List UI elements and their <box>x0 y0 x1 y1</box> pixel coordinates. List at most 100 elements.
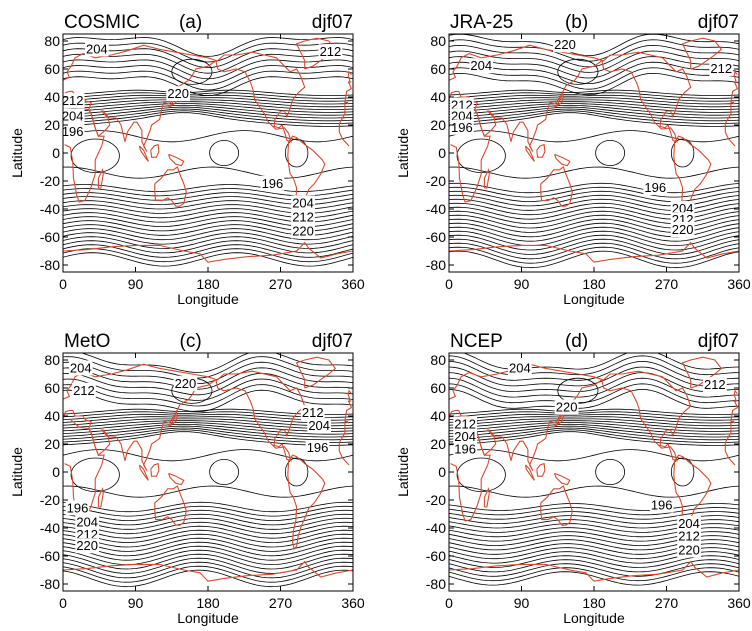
y-tick-label: 80 <box>44 33 60 49</box>
contour-line <box>63 561 353 579</box>
contour-line <box>449 89 739 96</box>
contour-label: 196 <box>62 124 84 139</box>
x-tick-label: 0 <box>445 276 453 292</box>
contour-line <box>63 110 353 124</box>
contour-line <box>63 232 353 245</box>
coast-antarctica <box>449 241 739 263</box>
contour-line <box>63 418 353 427</box>
panel-season: djf07 <box>698 12 739 33</box>
contour-line <box>63 53 353 74</box>
contour-label-bg <box>554 399 579 415</box>
contour-line <box>449 420 739 429</box>
x-tick-label: 90 <box>514 595 530 611</box>
coast-north-america <box>215 370 306 462</box>
coast-japan <box>553 91 564 109</box>
contour-line <box>63 248 353 263</box>
contour-line <box>449 431 739 446</box>
contour-line <box>63 106 353 119</box>
contour-label: 212 <box>710 61 732 76</box>
contour-line <box>63 533 353 548</box>
contour-label-bg <box>173 375 198 391</box>
contour-line <box>63 501 353 513</box>
coast-uk <box>347 389 352 403</box>
y-tick-label: 80 <box>44 352 60 368</box>
contour-line <box>449 39 739 62</box>
coast-uk <box>733 389 738 403</box>
y-tick-label: 40 <box>44 89 60 105</box>
contour-label: 220 <box>76 538 98 553</box>
x-tick-label: 0 <box>59 595 67 611</box>
contour-label-bg <box>84 41 109 57</box>
y-tick-label: -80 <box>426 576 446 592</box>
y-tick-label: -80 <box>40 576 60 592</box>
contour-line <box>449 130 739 143</box>
contour-line <box>449 106 739 119</box>
contour-line <box>63 42 353 63</box>
contour-label-bg <box>305 440 330 456</box>
contour-closed <box>595 139 626 166</box>
contour-label: 196 <box>454 442 476 457</box>
contour-line <box>449 238 739 255</box>
contour-line <box>449 416 739 424</box>
contour-line <box>449 355 739 376</box>
y-tick-label: 0 <box>438 464 446 480</box>
x-tick-label: 0 <box>445 595 453 611</box>
coast-uk <box>733 70 738 84</box>
contour-line <box>63 99 353 108</box>
x-tick-label: 180 <box>196 595 220 611</box>
coast-africa <box>450 419 736 522</box>
contour-line <box>449 166 739 179</box>
contour-label: 220 <box>554 37 576 52</box>
coast-sumatra <box>138 464 149 481</box>
y-tick-label: -20 <box>426 173 446 189</box>
contour-line <box>449 250 739 269</box>
coast-australia <box>540 485 573 526</box>
contour-label-bg <box>63 93 85 109</box>
contour-closed <box>670 138 695 168</box>
contour-line <box>449 429 739 443</box>
contour-label-bg <box>260 175 285 191</box>
coast-madagascar <box>483 487 490 508</box>
contour-label-bg <box>75 538 100 554</box>
contour-label-bg <box>68 360 93 376</box>
contour-closed <box>595 458 626 485</box>
x-tick-label: 360 <box>727 276 751 292</box>
contour-label: 220 <box>167 86 189 101</box>
y-tick-label: -20 <box>40 173 60 189</box>
y-axis-title: Latitude <box>9 128 25 178</box>
contour-label: 212 <box>704 377 726 392</box>
contour-line <box>63 569 353 588</box>
contour-line <box>449 423 739 435</box>
contour-line <box>63 104 353 116</box>
contour-label-bg <box>307 417 332 433</box>
coast-north-america <box>215 51 306 143</box>
y-tick-label: 80 <box>430 352 446 368</box>
contour-line <box>63 76 353 97</box>
contour-line <box>449 112 739 127</box>
coast-north-america <box>601 51 692 143</box>
contour-label: 196 <box>262 176 284 191</box>
panel-title: JRA-25 <box>450 12 513 33</box>
contour-line <box>449 72 739 96</box>
x-tick-label: 180 <box>196 276 220 292</box>
y-tick-label: 80 <box>430 33 446 49</box>
contour-line <box>449 110 739 124</box>
contour-line <box>449 427 739 441</box>
contour-line <box>449 108 739 122</box>
contour-label: 220 <box>556 400 578 415</box>
y-tick-label: 40 <box>430 408 446 424</box>
contour-label: 204 <box>86 41 108 56</box>
x-tick-label: 90 <box>128 276 144 292</box>
contour-line <box>449 234 739 251</box>
contour-line <box>63 70 353 91</box>
panel-season: djf07 <box>312 12 353 33</box>
contour-label-bg <box>291 223 315 239</box>
contour-label-bg <box>63 124 85 139</box>
panel-letter: (c) <box>180 331 202 352</box>
contour-closed <box>557 58 599 85</box>
contour-label-bg <box>677 542 701 558</box>
contour-line <box>63 431 353 446</box>
contour-label-bg <box>453 416 477 432</box>
